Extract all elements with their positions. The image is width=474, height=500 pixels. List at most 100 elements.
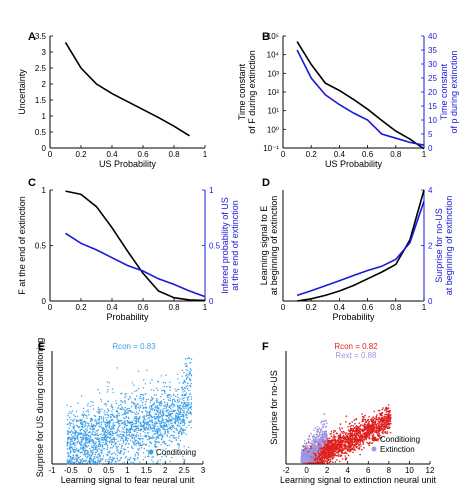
scatter-point	[156, 425, 159, 428]
scatter-point	[151, 430, 154, 432]
scatter-point	[165, 455, 167, 458]
scatter-point	[364, 419, 367, 421]
scatter-point	[107, 451, 109, 454]
scatter-point	[339, 433, 342, 435]
scatter-point	[188, 374, 190, 376]
scatter-point	[133, 444, 136, 446]
scatter-point	[176, 413, 179, 415]
scatter-point	[174, 419, 176, 421]
scatter-point	[98, 448, 100, 450]
scatter-point	[375, 429, 378, 431]
scatter-point	[338, 436, 341, 439]
scatter-point	[124, 448, 126, 451]
scatter-point	[98, 425, 100, 427]
scatter-point	[188, 424, 190, 427]
scatter-point	[155, 449, 157, 451]
scatter-point	[341, 446, 343, 449]
scatter-point	[341, 445, 343, 448]
scatter-point	[106, 448, 109, 451]
scatter-point	[73, 459, 76, 461]
scatter-point	[386, 423, 388, 426]
x-tick-label: 1	[125, 466, 130, 475]
scatter-point	[172, 406, 174, 408]
scatter-point	[178, 447, 180, 449]
scatter-point	[149, 462, 151, 465]
scatter-point	[367, 442, 370, 445]
scatter-point	[74, 437, 77, 439]
y-right-tick-label: 15	[428, 102, 437, 111]
scatter-point	[140, 400, 142, 402]
scatter-point	[80, 445, 82, 447]
scatter-point	[185, 414, 188, 417]
scatter-point	[149, 426, 152, 429]
scatter-point	[108, 458, 110, 460]
scatter-point	[103, 403, 106, 405]
scatter-point	[332, 456, 335, 459]
scatter-point	[127, 410, 130, 412]
scatter-point	[142, 406, 145, 408]
y-right-tick-label: 40	[428, 32, 437, 41]
scatter-point	[169, 405, 171, 408]
scatter-point	[149, 410, 151, 412]
scatter-point	[121, 431, 123, 433]
scatter-point	[66, 430, 69, 432]
scatter-point	[350, 432, 353, 435]
scatter-point	[154, 405, 156, 407]
scatter-point	[142, 407, 144, 410]
scatter-point	[371, 442, 374, 444]
scatter-point	[176, 400, 179, 402]
scatter-point	[342, 430, 345, 433]
scatter-point	[91, 418, 94, 420]
scatter-point	[358, 448, 361, 450]
scatter-point	[363, 439, 366, 441]
scatter-point	[112, 457, 115, 460]
scatter-point	[146, 427, 148, 429]
scatter-point	[133, 438, 135, 440]
scatter-point	[110, 428, 112, 430]
scatter-point	[368, 427, 370, 429]
scatter-point	[340, 439, 343, 441]
scatter-point	[93, 445, 96, 447]
scatter-point	[120, 404, 122, 406]
scatter-point	[76, 442, 78, 444]
scatter-point	[188, 393, 191, 395]
scatter-point	[178, 411, 180, 414]
scatter-point	[73, 455, 75, 457]
scatter-point	[70, 444, 72, 446]
scatter-point	[359, 438, 361, 440]
scatter-point	[372, 416, 374, 418]
scatter-point	[361, 418, 364, 420]
scatter-point	[134, 402, 136, 405]
scatter-point	[109, 456, 111, 458]
scatter-point	[139, 393, 142, 396]
scatter-point	[372, 433, 375, 436]
y-axis-label: F at the end of extinction	[17, 196, 27, 295]
scatter-point	[111, 404, 113, 406]
scatter-point	[110, 447, 112, 449]
scatter-point	[387, 425, 390, 428]
scatter-point	[169, 399, 171, 402]
scatter-point	[342, 432, 344, 435]
scatter-point	[365, 435, 368, 437]
scatter-point	[123, 422, 125, 424]
scatter-point	[125, 424, 128, 427]
x-tick-label: 0.6	[137, 150, 149, 159]
scatter-point	[187, 376, 189, 378]
scatter-point	[354, 444, 357, 447]
scatter-point	[174, 388, 176, 390]
scatter-point	[96, 450, 99, 453]
scatter-point	[183, 445, 185, 448]
scatter-point	[134, 441, 136, 443]
scatter-point	[331, 458, 334, 460]
scatter-point	[368, 444, 370, 447]
scatter-point	[126, 420, 129, 422]
scatter-point	[178, 419, 180, 421]
scatter-point	[350, 442, 353, 444]
scatter-point	[116, 415, 119, 418]
scatter-point	[100, 416, 102, 418]
scatter-point	[80, 460, 82, 462]
scatter-point	[115, 414, 118, 416]
scatter-point	[101, 450, 104, 452]
y-tick-label: 3.5	[35, 32, 47, 41]
scatter-point	[341, 440, 344, 443]
